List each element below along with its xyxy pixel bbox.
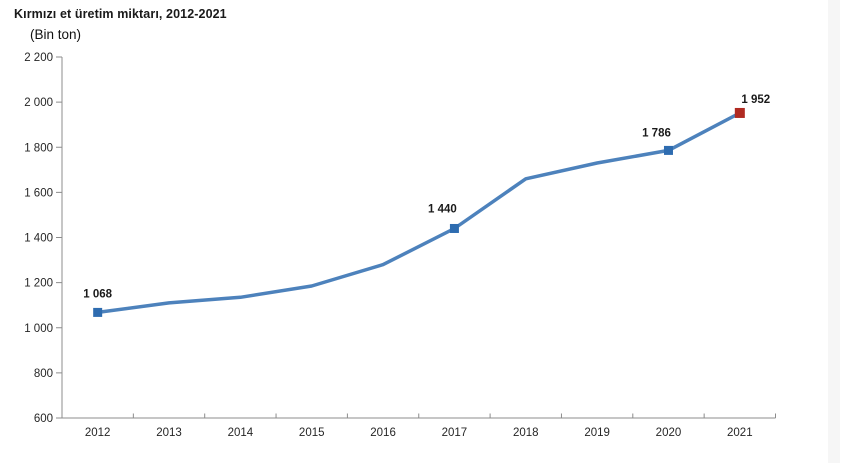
data-point-marker-2017 (449, 223, 459, 233)
y-axis-tick-label: 600 (34, 413, 53, 425)
data-point-marker-2020 (663, 145, 673, 155)
x-axis-tick-label: 2012 (85, 427, 111, 439)
x-axis-tick-label: 2017 (442, 427, 468, 439)
chart-unit-label: (Bin ton) (30, 27, 82, 42)
x-axis-tick-label: 2019 (584, 427, 610, 439)
data-label-2020: 1 786 (642, 127, 671, 139)
chart-title: Kırmızı et üretim miktarı, 2012-2021 (14, 7, 227, 21)
y-axis-tick-label: 1 800 (24, 142, 53, 154)
y-axis-tick-label: 800 (34, 368, 53, 380)
series-line (95, 111, 742, 315)
x-axis-tick-label: 2016 (370, 427, 396, 439)
x-axis-tick-label: 2013 (156, 427, 182, 439)
x-axis-tick-label: 2015 (299, 427, 325, 439)
y-axis-tick-label: 1 000 (24, 323, 53, 335)
data-point-marker-2021 (734, 107, 745, 118)
y-axis-tick-label: 2 000 (24, 97, 53, 109)
y-axis-tick-label: 1 600 (24, 187, 53, 199)
y-axis-tick-label: 2 200 (24, 52, 53, 64)
data-label-2017: 1 440 (428, 203, 457, 215)
data-point-marker-2012 (93, 307, 103, 317)
x-axis-tick-label: 2020 (656, 427, 682, 439)
x-axis-tick-label: 2021 (727, 427, 753, 439)
y-axis-tick-label: 1 200 (24, 278, 53, 290)
data-label-2021: 1 952 (741, 94, 770, 106)
x-axis-tick-label: 2014 (228, 427, 254, 439)
x-axis-tick-label: 2018 (513, 427, 539, 439)
y-axis-tick-label: 1 400 (24, 233, 53, 245)
data-label-2012: 1 068 (83, 288, 112, 300)
page-edge-divider (828, 0, 840, 463)
